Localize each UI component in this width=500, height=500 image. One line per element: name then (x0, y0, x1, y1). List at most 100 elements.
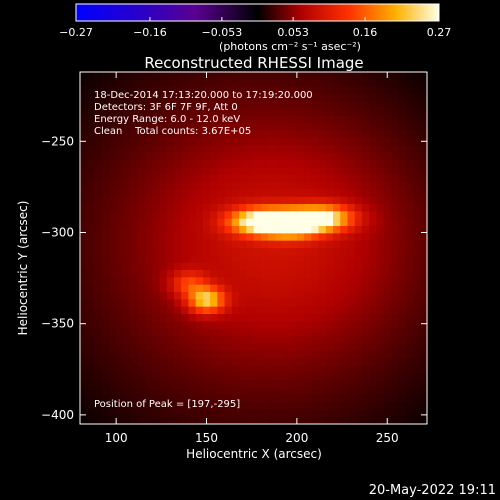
heatmap-cell (94, 365, 103, 374)
heatmap-cell (412, 79, 421, 88)
heatmap-cell (116, 380, 124, 388)
heatmap-cell (405, 182, 414, 190)
heatmap-cell (137, 116, 146, 124)
heatmap-cell (267, 306, 276, 315)
heatmap-cell (390, 218, 399, 227)
heatmap-cell (253, 101, 262, 110)
heatmap-cell (405, 270, 414, 278)
heatmap-cell (340, 248, 349, 256)
heatmap-cell (231, 182, 240, 190)
heatmap-cell (383, 94, 392, 102)
heatmap-cell (275, 174, 284, 183)
heatmap-cell (376, 416, 385, 424)
heatmap-cell (231, 233, 240, 242)
heatmap-cell (202, 387, 211, 396)
heatmap-cell (239, 101, 247, 110)
heatmap-cell (275, 101, 284, 110)
heatmap-cell (116, 233, 124, 242)
heatmap-cell (340, 130, 349, 139)
heatmap-cell (94, 248, 103, 256)
heatmap-cell (304, 328, 312, 337)
heatmap-cell (369, 409, 377, 418)
heatmap-cell (239, 321, 247, 330)
heatmap-cell (267, 314, 276, 322)
heatmap-cell (354, 343, 363, 352)
heatmap-cell (246, 72, 255, 80)
heatmap-cell (231, 211, 240, 220)
heatmap-cell (116, 101, 124, 110)
heatmap-cell (137, 204, 146, 212)
heatmap-cell (123, 306, 132, 315)
heatmap-cell (383, 138, 392, 146)
heatmap-cell (260, 306, 269, 315)
heatmap-cell (231, 138, 240, 146)
heatmap-cell (361, 79, 370, 88)
heatmap-cell (130, 226, 139, 234)
heatmap-cell (419, 130, 427, 139)
heatmap-cell (188, 86, 197, 95)
heatmap-cell (188, 365, 197, 374)
heatmap-cell (246, 248, 255, 256)
heatmap-cell (217, 72, 226, 80)
heatmap-cell (405, 123, 414, 132)
heatmap-cell (383, 211, 392, 220)
heatmap-cell (253, 138, 262, 146)
heatmap-cell (181, 116, 190, 124)
heatmap-cell (246, 86, 255, 95)
heatmap-cell (398, 211, 406, 220)
heatmap-cell (405, 306, 414, 315)
heatmap-cell (398, 255, 406, 264)
heatmap-cell (80, 372, 88, 381)
heatmap-cell (224, 255, 233, 264)
heatmap-cell (318, 94, 327, 102)
heatmap-cell (188, 292, 197, 300)
heatmap-cell (210, 94, 218, 102)
heatmap-cell (239, 328, 247, 337)
heatmap-cell (340, 160, 349, 168)
heatmap-cell (369, 372, 377, 381)
heatmap-cell (347, 189, 356, 198)
heatmap-cell (369, 402, 377, 410)
heatmap-cell (253, 174, 262, 183)
heatmap-cell (318, 255, 327, 264)
heatmap-cell (412, 358, 421, 366)
heatmap-cell (405, 255, 414, 264)
heatmap-cell (239, 160, 247, 168)
heatmap-cell (325, 189, 334, 198)
heatmap-cell (94, 94, 103, 102)
heatmap-cell (383, 336, 392, 344)
heatmap-cell (116, 138, 124, 146)
heatmap-cell (130, 292, 139, 300)
heatmap-cell (412, 167, 421, 176)
heatmap-cell (159, 255, 168, 264)
heatmap-cell (80, 152, 88, 161)
heatmap-cell (202, 138, 211, 146)
heatmap-cell (304, 196, 312, 205)
heatmap-cell (239, 174, 247, 183)
heatmap-cell (311, 255, 320, 264)
heatmap-cell (296, 343, 305, 352)
heatmap-cell (217, 248, 226, 256)
heatmap-cell (94, 270, 103, 278)
heatmap-cell (376, 130, 385, 139)
heatmap-cell (239, 365, 247, 374)
heatmap-cell (188, 101, 197, 110)
heatmap-cell (173, 402, 182, 410)
heatmap-cell (231, 409, 240, 418)
heatmap-cell (224, 387, 233, 396)
heatmap-cell (239, 145, 247, 154)
heatmap-cell (282, 211, 291, 220)
heatmap-cell (246, 387, 255, 396)
heatmap-cell (217, 138, 226, 146)
heatmap-cell (246, 152, 255, 161)
heatmap-cell (195, 101, 204, 110)
heatmap-cell (253, 299, 262, 308)
heatmap-cell (101, 152, 110, 161)
heatmap-cell (166, 79, 175, 88)
heatmap-cell (87, 138, 96, 146)
heatmap-cell (210, 211, 218, 220)
heatmap-cell (260, 416, 269, 424)
heatmap-cell (87, 380, 96, 388)
heatmap-cell (275, 306, 284, 315)
heatmap-cell (188, 123, 197, 132)
